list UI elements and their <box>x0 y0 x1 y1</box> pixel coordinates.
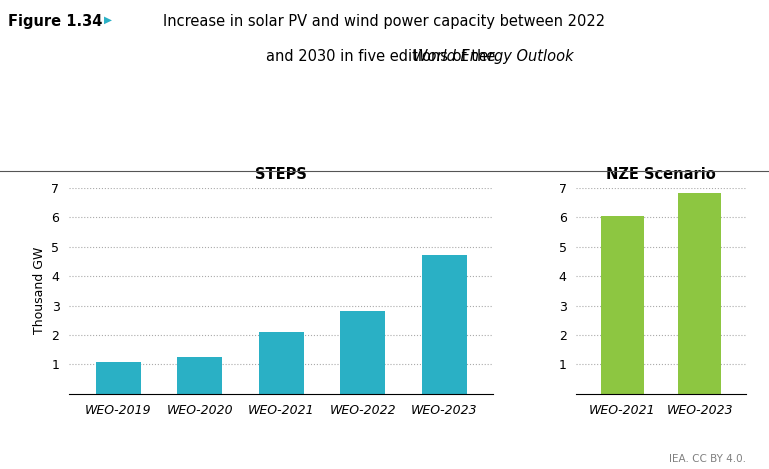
Y-axis label: Thousand GW: Thousand GW <box>33 247 46 334</box>
Bar <box>259 332 304 394</box>
Text: World Energy Outlook: World Energy Outlook <box>414 49 574 64</box>
Bar <box>678 194 721 394</box>
Text: and 2030 in five editions of the: and 2030 in five editions of the <box>266 49 501 64</box>
Text: IEA. CC BY 4.0.: IEA. CC BY 4.0. <box>669 454 746 464</box>
Text: Figure 1.34: Figure 1.34 <box>8 14 102 29</box>
Bar <box>95 362 141 394</box>
Bar <box>177 357 222 394</box>
Title: STEPS: STEPS <box>255 167 307 182</box>
Bar <box>422 255 467 394</box>
Bar <box>341 311 385 394</box>
Text: Increase in solar PV and wind power capacity between 2022: Increase in solar PV and wind power capa… <box>164 14 605 29</box>
Text: ▶: ▶ <box>104 15 112 25</box>
Title: NZE Scenario: NZE Scenario <box>606 167 716 182</box>
Bar <box>601 217 644 394</box>
